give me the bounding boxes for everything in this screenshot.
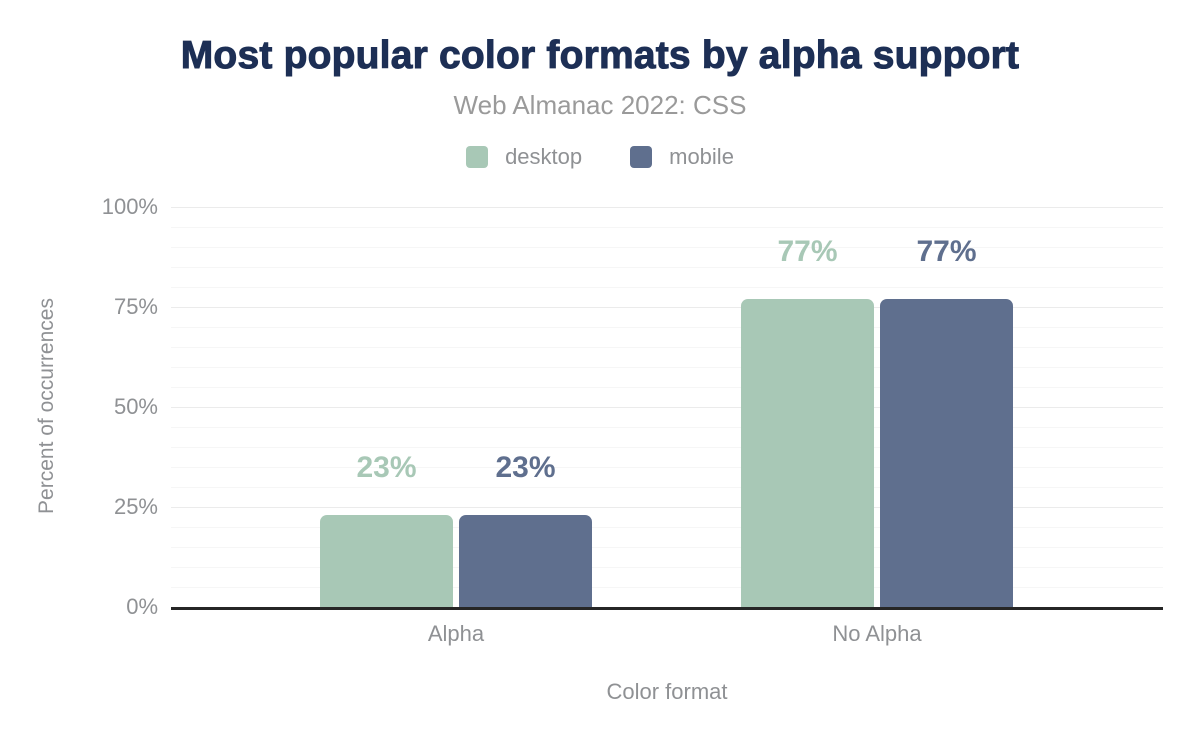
gridline [171, 447, 1163, 448]
gridline [171, 567, 1163, 568]
bar-desktop-alpha: 23% [320, 451, 453, 607]
legend: desktop mobile [0, 144, 1200, 170]
legend-label-mobile: mobile [669, 144, 734, 169]
y-tick-label: 0% [126, 594, 158, 619]
bar-mobile-alpha: 23% [459, 451, 592, 607]
y-tick-label: 100% [101, 194, 158, 219]
bar-value-label: 23% [356, 451, 417, 484]
x-axis-title: Color format [606, 679, 728, 704]
legend-label-desktop: desktop [505, 144, 583, 169]
gridline [171, 307, 1163, 308]
gridline [171, 527, 1163, 528]
bar-value-label: 77% [916, 235, 977, 268]
y-tick-label: 50% [113, 394, 158, 419]
gridline [171, 547, 1163, 548]
mobile-swatch-icon [630, 146, 653, 168]
gridline [171, 487, 1163, 488]
gridline [171, 427, 1163, 428]
gridline [171, 587, 1163, 588]
gridline [171, 367, 1163, 368]
bar-value-label: 23% [495, 451, 556, 484]
x-axis-line [171, 607, 1163, 610]
gridline [171, 327, 1163, 328]
gridline [171, 407, 1163, 408]
bar-group-no-alpha: 77% 77% [741, 235, 1013, 607]
gridline [171, 247, 1163, 248]
legend-item-mobile: mobile [630, 144, 734, 170]
bar-desktop-no-alpha: 77% [741, 235, 874, 607]
gridline [171, 347, 1163, 348]
chart-title: Most popular color formats by alpha supp… [180, 34, 1020, 78]
gridline [171, 387, 1163, 388]
y-tick-label: 75% [113, 294, 158, 319]
legend-item-desktop: desktop [466, 144, 582, 170]
bar-value-label: 77% [777, 235, 838, 268]
plot-area: 23% 23% 77% 77% Alpha No Alpha [171, 207, 1163, 646]
y-tick-label: 25% [113, 494, 158, 519]
bar-mobile-no-alpha: 77% [880, 235, 1013, 607]
gridline [171, 267, 1163, 268]
chart-subtitle: Web Almanac 2022: CSS [453, 90, 747, 120]
desktop-swatch-icon [466, 146, 489, 168]
x-category-label: No Alpha [832, 621, 922, 646]
gridline [171, 467, 1163, 468]
gridline [171, 287, 1163, 288]
gridline [171, 507, 1163, 508]
x-category-label: Alpha [427, 621, 485, 646]
gridline [171, 207, 1163, 208]
bar-group-alpha: 23% 23% [320, 451, 592, 607]
gridline [171, 227, 1163, 228]
